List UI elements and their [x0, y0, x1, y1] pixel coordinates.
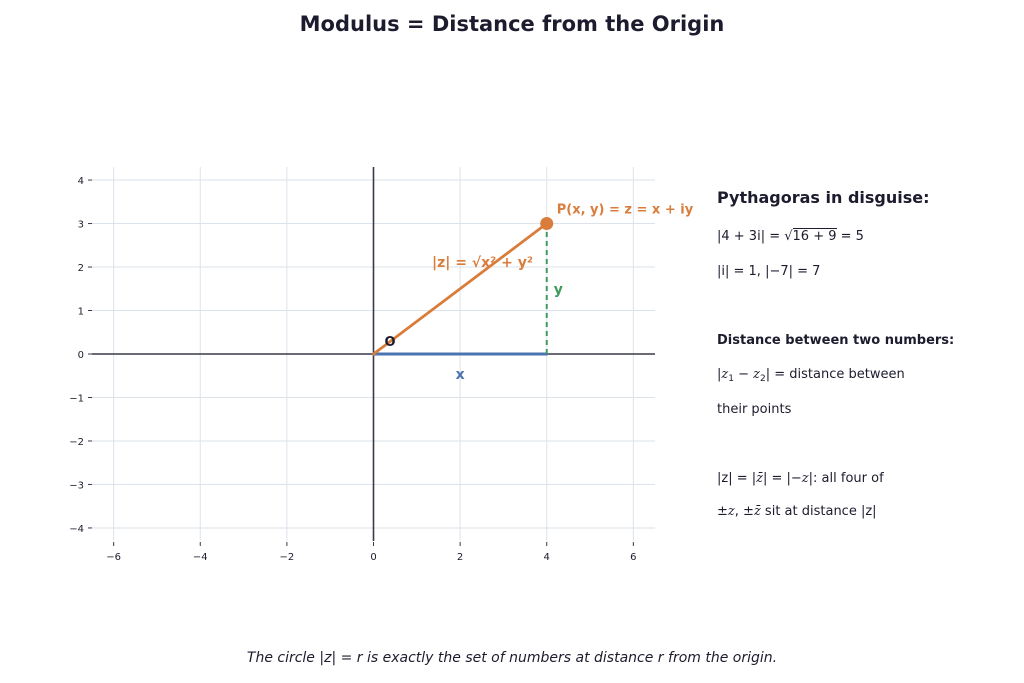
y-tick-label: −4 [69, 524, 84, 535]
origin-label: O [385, 335, 396, 350]
conjugate-set: ±z, ±z̄ [717, 504, 761, 519]
x-tick-label: −4 [193, 552, 208, 563]
tick-labels: −6 −4 −2 0 2 4 6 −4 −3 −2 −1 0 1 2 3 4 [69, 176, 636, 563]
y-tick-label: 0 [78, 350, 84, 361]
point-p-label: P(x, y) = z = x + iy [557, 203, 694, 218]
page-title: Modulus = Distance from the Origin [299, 12, 725, 36]
y-tick-label: 1 [78, 307, 84, 318]
y-leg-label: y [554, 282, 563, 298]
explanation-panel: Pythagoras in disguise: |4 + 3i| = √16 +… [717, 188, 1017, 519]
distance-text: = distance between [770, 367, 905, 382]
y-tick-label: −1 [69, 393, 84, 404]
sqrt-sign: √ [784, 229, 793, 244]
example-modulus-4-3i: |4 + 3i| = √16 + 9 = 5 [717, 228, 1017, 244]
x-tick-label: 6 [630, 552, 636, 563]
conjugate-line-1: |z| = |z̄| = |−z|: all four of [717, 471, 1017, 486]
x-tick-label: −6 [106, 552, 121, 563]
x-tick-label: −2 [280, 552, 295, 563]
distance-formula: |z1 − z2| [717, 367, 771, 384]
y-tick-label: 4 [78, 176, 84, 187]
conjugate-distance-text: sit at distance |z| [760, 504, 877, 519]
point-p [540, 217, 554, 231]
x-leg-label: x [456, 367, 465, 383]
y-tick-label: −2 [69, 437, 84, 448]
distance-heading: Distance between two numbers: [717, 333, 955, 348]
example1-radicand: 16 + 9 [792, 228, 837, 244]
conjugate-formula: |z| = |z̄| = |−z| [717, 471, 814, 486]
distance-formula-line: |z1 − z2| = distance between [717, 367, 1017, 384]
x-tick-label: 4 [544, 552, 550, 563]
x-tick-label: 0 [370, 552, 376, 563]
modulus-label: |z| = √x² + y² [432, 255, 533, 271]
y-tick-label: 3 [78, 220, 84, 231]
example1-result: = 5 [836, 229, 864, 244]
x-tick-label: 2 [457, 552, 463, 563]
chart-marks [372, 217, 554, 356]
example-unit-values: |i| = 1, |−7| = 7 [717, 264, 821, 279]
pythagoras-heading: Pythagoras in disguise: [717, 188, 930, 207]
y-tick-label: −3 [69, 480, 84, 491]
conjugate-text: : all four of [813, 471, 884, 486]
chart-labels: P(x, y) = z = x + iy Ox y |z| = √x² + y² [385, 203, 694, 383]
modulus-segment [372, 222, 549, 356]
caption: The circle |z| = r is exactly the set of… [246, 650, 778, 666]
distance-line-2: their points [717, 402, 792, 417]
y-tick-label: 2 [78, 263, 84, 274]
example1-prefix: |4 + 3i| = [717, 229, 785, 244]
conjugate-line-2: ±z, ±z̄ sit at distance |z| [717, 504, 1017, 519]
